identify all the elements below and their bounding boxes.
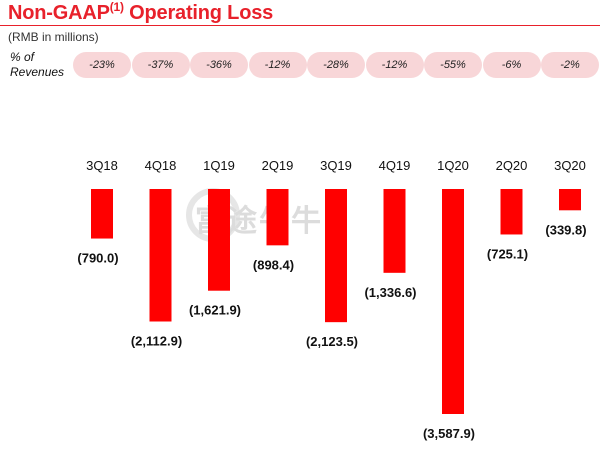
- pct-pill-2Q20: -6%: [482, 52, 541, 78]
- value-label-1Q19: (1,621.9): [189, 303, 241, 318]
- bar-1Q20: [442, 189, 464, 414]
- pct-pill-3Q18: -23%: [73, 52, 131, 78]
- value-label-1Q20: (3,587.9): [423, 426, 475, 441]
- bar-4Q19: [383, 189, 406, 273]
- bar-2Q19: [266, 189, 289, 246]
- value-label-2Q19: (898.4): [253, 257, 294, 272]
- quarter-label-4Q18: 4Q18: [145, 158, 177, 173]
- quarter-label-2Q19: 2Q19: [262, 158, 294, 173]
- bar-1Q19: [208, 189, 230, 291]
- page-title: Non-GAAP(1) Operating Loss: [8, 0, 273, 25]
- pct-pill-1Q19: -36%: [190, 52, 248, 78]
- bar-3Q19: [325, 189, 347, 323]
- value-label-3Q19: (2,123.5): [306, 334, 358, 349]
- pct-pill-4Q19: -12%: [365, 52, 424, 78]
- bar-2Q20: [500, 189, 523, 235]
- bar-3Q18: [91, 189, 113, 239]
- pct-pill-1Q20: -55%: [424, 52, 482, 78]
- pct-pill-3Q20: -2%: [541, 52, 599, 78]
- value-label-3Q18: (790.0): [77, 251, 118, 266]
- title-footnote-marker: (1): [109, 0, 124, 14]
- title-main: Non-GAAP: [8, 2, 110, 24]
- units-subtitle: (RMB in millions): [8, 30, 99, 44]
- pct-pill-3Q19: -28%: [307, 52, 365, 78]
- quarter-label-4Q19: 4Q19: [379, 158, 411, 173]
- quarter-label-1Q19: 1Q19: [203, 158, 235, 173]
- pct-pill-2Q19: -12%: [248, 52, 307, 78]
- quarter-label-2Q20: 2Q20: [496, 158, 528, 173]
- quarter-label-1Q20: 1Q20: [437, 158, 469, 173]
- quarter-label-3Q19: 3Q19: [320, 158, 352, 173]
- title-rest: Operating Loss: [123, 2, 274, 24]
- pct-of-revenues-label: % of Revenues: [10, 50, 64, 80]
- pct-label-line1: % of: [10, 50, 35, 64]
- pct-pill-4Q18: -37%: [131, 52, 190, 78]
- pct-label-line2: Revenues: [10, 65, 65, 79]
- value-label-3Q20: (339.8): [545, 222, 586, 237]
- value-label-4Q19: (1,336.6): [364, 285, 416, 300]
- bar-4Q18: [149, 189, 172, 322]
- bar-3Q20: [559, 189, 581, 211]
- value-label-2Q20: (725.1): [487, 246, 528, 261]
- value-label-4Q18: (2,112.9): [131, 334, 182, 349]
- quarter-label-3Q18: 3Q18: [86, 158, 118, 173]
- title-divider: [0, 25, 600, 26]
- quarter-label-3Q20: 3Q20: [554, 158, 586, 173]
